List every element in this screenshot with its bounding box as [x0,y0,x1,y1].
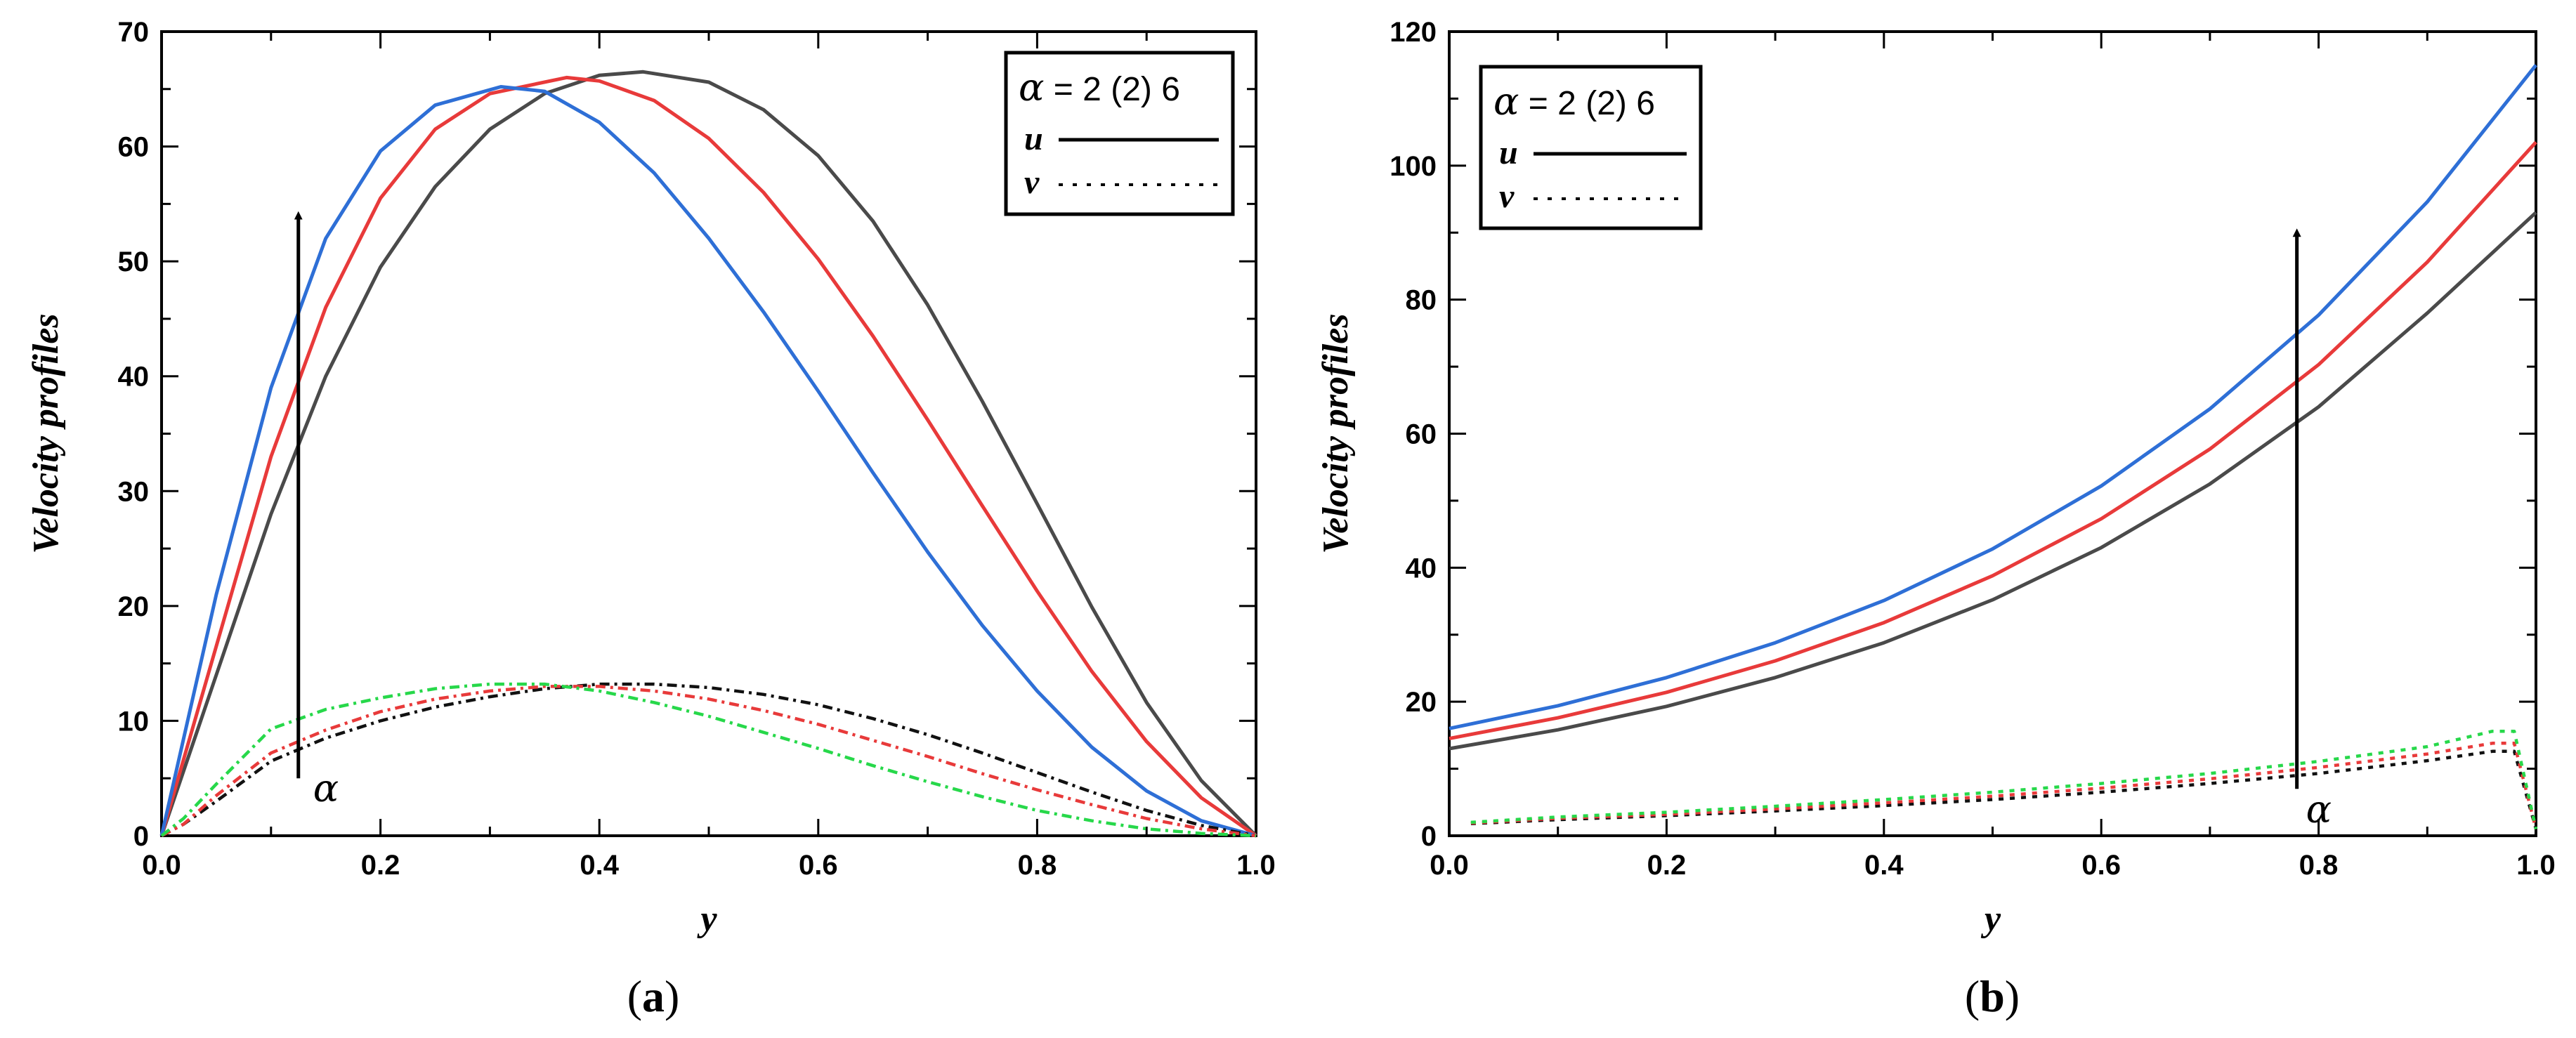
caption-letter: b [1980,971,2005,1021]
x-tick-label: 0.2 [361,850,400,881]
x-tick-label: 0.2 [1647,850,1687,881]
series-line [1449,64,2537,730]
alpha-annotation: α [313,766,339,810]
y-tick-label: 10 [118,706,150,737]
caption-open: ( [1965,971,1980,1021]
axis-ticks [1448,30,2537,837]
legend-box [1479,65,1703,230]
y-tick-label: 0 [1421,821,1437,852]
y-tick-labels: 0 20 40 60 80 100 120 [1390,17,1437,852]
x-tick-label: 1.0 [2516,850,2556,881]
series-line [1470,742,2538,830]
x-tick-labels: 0.0 0.2 0.4 0.6 0.8 1.0 [1430,850,2556,881]
series-line [159,85,1257,838]
y-tick-label: 120 [1390,17,1437,48]
y-tick-label: 50 [118,247,150,277]
legend: α = 2 (2) 6 u v [1004,51,1235,216]
y-tick-label: 80 [1406,285,1437,316]
legend-title-text: = 2 (2) 6 [1044,71,1179,108]
series-line [1449,140,2537,741]
legend-alpha-symbol: α [1019,65,1044,110]
x-tick-label: 0.0 [142,850,181,881]
alpha-annotation: α [2306,787,2332,832]
legend-entry-u: u [1499,134,1518,171]
x-tick-label: 0.6 [799,850,838,881]
panel-caption: (a) [627,971,680,1021]
legend-entry-u: u [1024,120,1043,157]
legend: α = 2 (2) 6 u v [1479,65,1703,230]
x-axis-label: y [1980,899,2001,939]
x-tick-label: 0.8 [2299,850,2339,881]
legend-alpha-symbol: α [1493,79,1519,124]
chart-panel-b: 0.0 0.2 0.4 0.6 0.8 1.0 0 20 40 60 80 100 120 y Vel… [1316,17,2556,1021]
caption-letter: a [642,971,665,1021]
series-line [159,70,1257,837]
x-tick-label: 0.4 [1864,850,1904,881]
legend-title-text: = 2 (2) 6 [1519,85,1654,122]
caption-open: ( [627,971,642,1021]
series-line [160,682,1257,838]
y-tick-labels: 0 10 20 30 40 50 60 70 [118,17,150,852]
y-tick-label: 30 [118,476,150,507]
legend-title: α = 2 (2) 6 [1493,79,1655,124]
panel-caption: (b) [1965,971,2020,1021]
caption-close: ) [665,971,679,1021]
y-tick-label: 40 [118,362,150,393]
x-tick-label: 0.6 [2081,850,2121,881]
x-tick-label: 0.8 [1018,850,1057,881]
y-tick-label: 60 [1406,419,1437,450]
legend-entry-v: v [1499,178,1515,215]
y-axis-label: Velocity profiles [1316,313,1356,553]
x-axis-label: y [696,899,717,939]
y-tick-label: 70 [118,17,150,48]
y-tick-label: 40 [1406,553,1437,584]
y-axis-label: Velocity profiles [26,313,66,553]
chart-panel-a: 0.0 0.2 0.4 0.6 0.8 1.0 0 10 20 30 40 50 60 70 y Vel… [26,17,1276,1021]
series-line [1449,211,2537,751]
y-tick-label: 0 [133,821,149,852]
x-tick-label: 0.4 [580,850,619,881]
y-tick-label: 60 [118,132,150,163]
series-group [1449,64,2538,830]
x-tick-label: 0.0 [1430,850,1469,881]
legend-box [1004,51,1235,216]
series-line [160,682,1257,838]
x-tick-labels: 0.0 0.2 0.4 0.6 0.8 1.0 [142,850,1276,881]
y-tick-label: 20 [1406,687,1437,718]
legend-entry-v: v [1024,164,1040,201]
series-line [159,75,1257,838]
x-tick-label: 1.0 [1236,850,1276,881]
y-tick-label: 100 [1390,151,1437,182]
series-line [1470,749,2538,830]
series-line [1470,729,2538,829]
legend-title: α = 2 (2) 6 [1019,65,1180,110]
caption-close: ) [2005,971,2020,1021]
y-tick-label: 20 [118,591,150,622]
